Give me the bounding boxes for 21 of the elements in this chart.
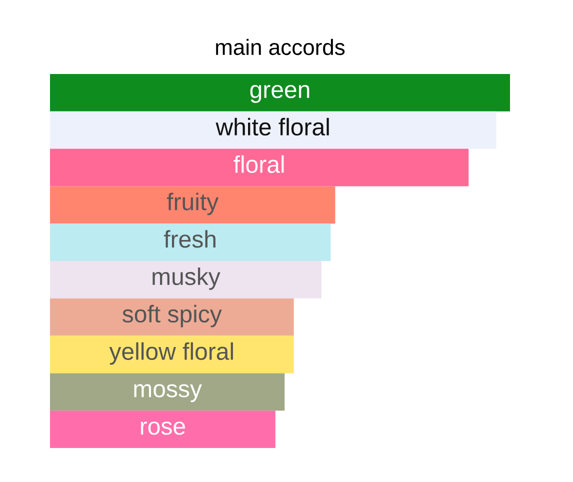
chart-title: main accords — [216, 38, 345, 56]
bar — [50, 111, 496, 149]
y-tick-label: rose — [140, 422, 185, 435]
bar — [50, 410, 276, 448]
bar — [50, 148, 469, 186]
bar — [50, 373, 285, 411]
bar — [50, 74, 510, 112]
y-tick-label: musky — [152, 268, 220, 290]
y-tick-label: floral — [234, 155, 284, 173]
bar — [50, 186, 336, 224]
y-tick-label: mossy — [134, 384, 202, 402]
bar — [50, 261, 322, 298]
bar — [50, 298, 294, 336]
bar — [50, 336, 294, 374]
y-tick-label: fruity — [166, 192, 219, 216]
y-tick-label: green — [250, 84, 310, 103]
y-tick-label: soft spicy — [122, 304, 222, 328]
y-tick-label: yellow floral — [109, 342, 233, 365]
bar — [50, 224, 331, 262]
y-tick-label: fresh — [164, 230, 216, 248]
y-tick-label: white floral — [216, 118, 329, 136]
